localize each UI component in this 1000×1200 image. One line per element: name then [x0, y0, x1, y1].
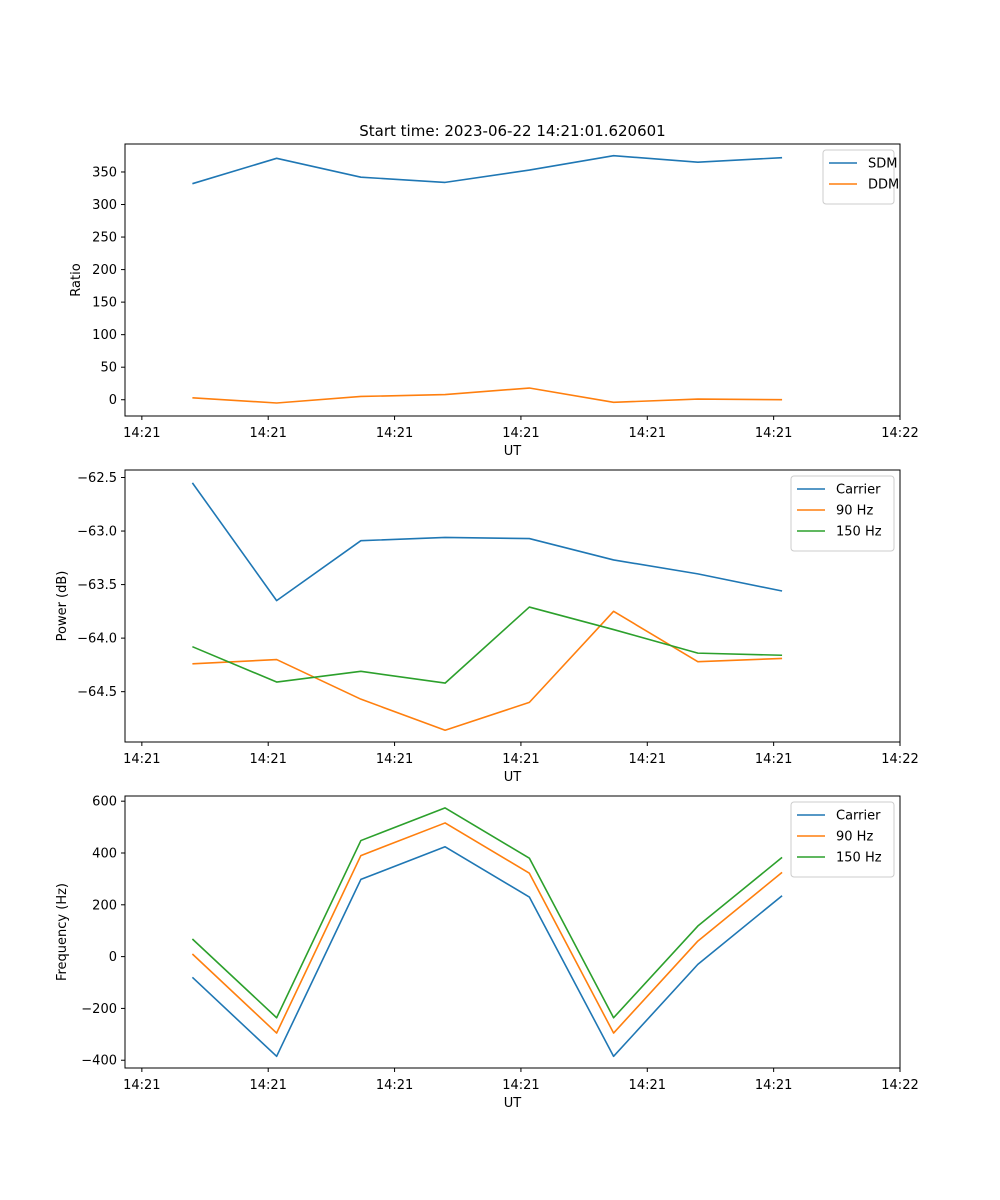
- frequency-x-tick-label: 14:21: [629, 1078, 666, 1093]
- ratio-y-tick-label: 300: [92, 198, 117, 213]
- ratio-y-tick-label: 100: [92, 328, 117, 343]
- power-x-tick-label: 14:21: [249, 752, 286, 767]
- power-y-tick-label: −64.5: [77, 685, 117, 700]
- power-x-tick-label: 14:21: [755, 752, 792, 767]
- ratio-legend-label-sdm: SDM: [868, 157, 897, 172]
- frequency-y-tick-label: 600: [92, 795, 117, 810]
- chart-title: Start time: 2023-06-22 14:21:01.620601: [359, 122, 665, 140]
- power-x-tick-label: 14:21: [123, 752, 160, 767]
- frequency-x-tick-label: 14:21: [755, 1078, 792, 1093]
- ratio-axes-frame: [124, 143, 901, 417]
- power-series-90-hz-line: [192, 610, 783, 732]
- frequency-y-axis-label: Frequency (Hz): [55, 883, 70, 981]
- frequency-x-tick-label: 14:22: [881, 1078, 918, 1093]
- ratio-y-tick-label: 50: [100, 361, 117, 376]
- ratio-x-tick-label: 14:21: [502, 426, 539, 441]
- ratio-x-tick-label: 14:21: [629, 426, 666, 441]
- frequency-x-tick-label: 14:21: [376, 1078, 413, 1093]
- power-series-150-hz-line: [192, 606, 783, 684]
- frequency-legend-label-90-hz: 90 Hz: [836, 830, 873, 845]
- power-x-tick-label: 14:21: [502, 752, 539, 767]
- frequency-x-tick-label: 14:21: [502, 1078, 539, 1093]
- ratio-y-tick-label: 200: [92, 263, 117, 278]
- power-y-tick-label: −63.5: [77, 578, 117, 593]
- power-legend-label-carrier: Carrier: [836, 483, 881, 498]
- ratio-panel: 14:21 14:21 14:21 14:21 14:21 14:21 14:22 0 50 10…: [69, 143, 919, 459]
- frequency-x-tick-label: 14:21: [123, 1078, 160, 1093]
- frequency-series-150-hz-line: [191, 807, 783, 1019]
- frequency-axes-frame: [124, 795, 901, 1069]
- power-y-axis-label: Power (dB): [55, 571, 70, 642]
- ratio-x-tick-label: 14:21: [123, 426, 160, 441]
- ratio-y-tick-label: 350: [92, 165, 117, 180]
- frequency-x-tick-label: 14:21: [249, 1078, 286, 1093]
- ratio-x-axis-label: UT: [504, 444, 522, 459]
- power-legend-label-90-hz: 90 Hz: [836, 504, 873, 519]
- power-x-axis-label: UT: [504, 770, 522, 785]
- frequency-y-tick-label: −200: [81, 1002, 117, 1017]
- frequency-x-axis-label: UT: [504, 1096, 522, 1111]
- power-y-tick-label: −62.5: [77, 471, 117, 486]
- power-y-tick-label: −64.0: [77, 632, 117, 647]
- frequency-y-tick-label: 400: [92, 846, 117, 861]
- power-legend: [790, 475, 895, 552]
- ratio-series-sdm-line: [192, 154, 783, 185]
- power-panel: 14:21 14:21 14:21 14:21 14:21 14:21 14:22 −64.5…: [55, 469, 919, 785]
- power-axes-frame: [124, 469, 901, 743]
- ratio-legend-label-ddm: DDM: [868, 178, 899, 193]
- power-x-tick-label: 14:21: [629, 752, 666, 767]
- power-x-tick-label: 14:22: [881, 752, 918, 767]
- power-y-tick-label: −63.0: [77, 525, 117, 540]
- frequency-legend: [790, 801, 895, 878]
- ratio-x-tick-label: 14:21: [755, 426, 792, 441]
- frequency-y-tick-label: −400: [81, 1054, 117, 1069]
- frequency-y-tick-label: 0: [109, 950, 117, 965]
- frequency-series-90-hz-line: [191, 822, 783, 1034]
- frequency-series-carrier-line: [191, 845, 783, 1058]
- ratio-y-tick-label: 150: [92, 296, 117, 311]
- ratio-x-tick-label: 14:21: [376, 426, 413, 441]
- power-legend-label-150-hz: 150 Hz: [836, 525, 882, 540]
- ratio-x-tick-label: 14:22: [881, 426, 918, 441]
- ratio-series-ddm-line: [192, 387, 783, 404]
- frequency-legend-label-carrier: Carrier: [836, 809, 881, 824]
- ratio-y-axis-label: Ratio: [69, 263, 84, 296]
- frequency-y-tick-label: 200: [92, 898, 117, 913]
- ratio-x-tick-label: 14:21: [249, 426, 286, 441]
- ratio-y-tick-label: 250: [92, 231, 117, 246]
- ratio-y-tick-label: 0: [109, 393, 117, 408]
- frequency-panel: 14:21 14:21 14:21 14:21 14:21 14:21 14:22 −400 −…: [55, 795, 919, 1111]
- frequency-legend-label-150-hz: 150 Hz: [836, 851, 882, 866]
- power-x-tick-label: 14:21: [376, 752, 413, 767]
- power-series-carrier-line: [191, 482, 783, 602]
